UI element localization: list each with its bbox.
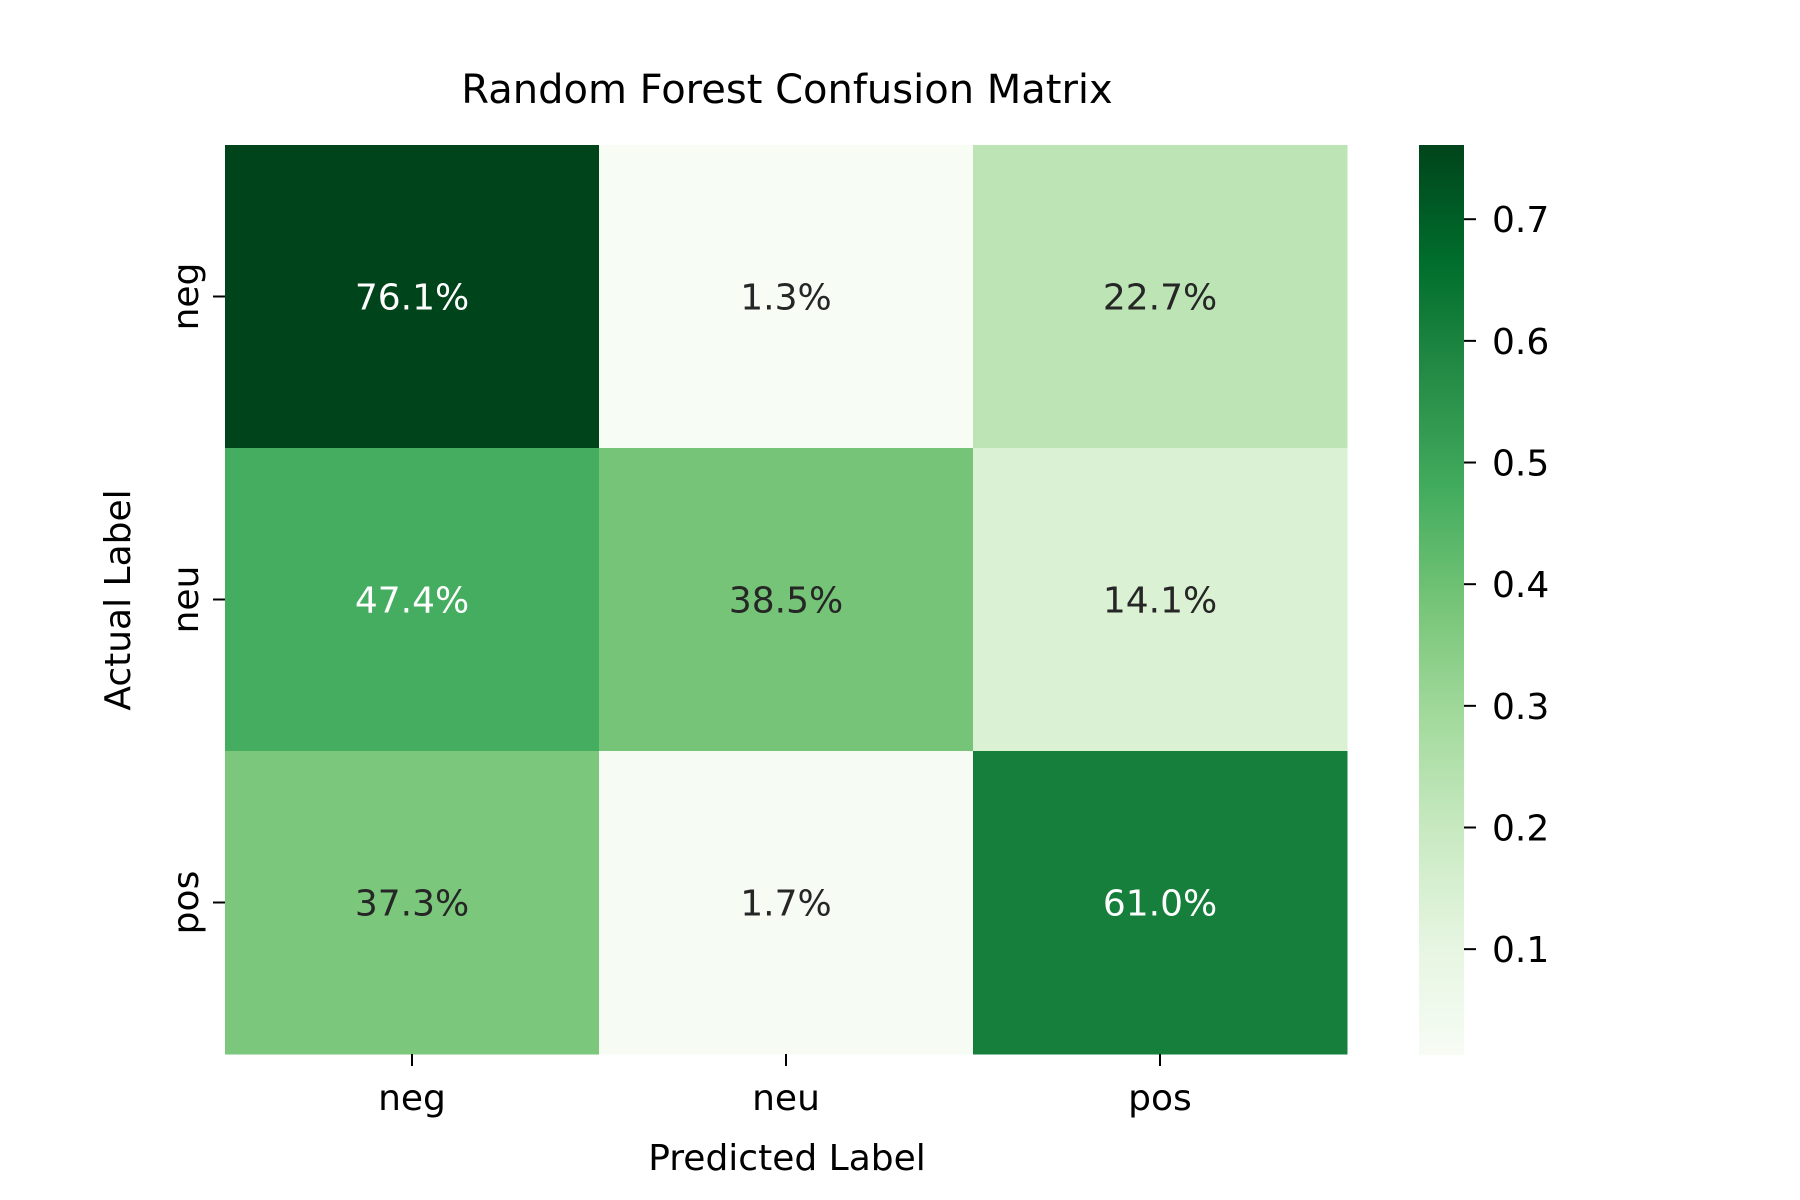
cell-value-label: 38.5% [729,581,843,622]
heatmap-cell [225,751,600,1055]
x-axis-label: Predicted Label [648,1138,926,1179]
heatmap-cell [973,448,1348,752]
y-axis: neg neu pos [166,263,225,935]
cell-value-label: 14.1% [1103,581,1217,622]
cell-value-label: 22.7% [1103,278,1217,319]
heatmap-cell [225,448,600,752]
heatmap-cell [973,751,1348,1055]
cell-value-label: 1.7% [740,884,831,925]
colorbar-tick-label: 0.7 [1492,200,1549,241]
colorbar: 0.1 0.2 0.3 0.4 0.5 0.6 0.7 [1419,145,1549,1055]
cell-value-label: 1.3% [740,278,831,319]
x-axis: neg neu pos [378,1054,1192,1119]
colorbar-gradient [1419,145,1464,1055]
colorbar-tick-label: 0.1 [1492,930,1549,971]
heatmap-cell [599,448,974,752]
y-tick-label: neg [166,263,207,331]
heatmap-cells [225,145,1348,1055]
colorbar-tick-label: 0.6 [1492,322,1549,363]
colorbar-tick-label: 0.4 [1492,565,1549,606]
x-tick-label: pos [1128,1078,1192,1119]
heatmap-cell [599,145,974,449]
x-tick-label: neg [378,1078,446,1119]
heatmap-cell-labels: 76.1% 1.3% 22.7% 47.4% 38.5% 14.1% 37.3% 1.7% 61… [355,278,1217,925]
x-tick-label: neu [752,1078,820,1119]
heatmap-cell [225,145,600,449]
y-tick-label: neu [166,566,207,634]
cell-value-label: 37.3% [355,884,469,925]
cell-value-label: 76.1% [355,278,469,319]
y-tick-label: pos [166,871,207,935]
cell-value-label: 61.0% [1103,884,1217,925]
colorbar-tick-label: 0.5 [1492,444,1549,485]
heatmap-cell [973,145,1348,449]
y-axis-label: Actual Label [98,489,139,710]
cell-value-label: 47.4% [355,581,469,622]
colorbar-tick-label: 0.2 [1492,809,1549,850]
chart-title: Random Forest Confusion Matrix [461,67,1112,113]
colorbar-tick-label: 0.3 [1492,687,1549,728]
heatmap-cell [599,751,974,1055]
